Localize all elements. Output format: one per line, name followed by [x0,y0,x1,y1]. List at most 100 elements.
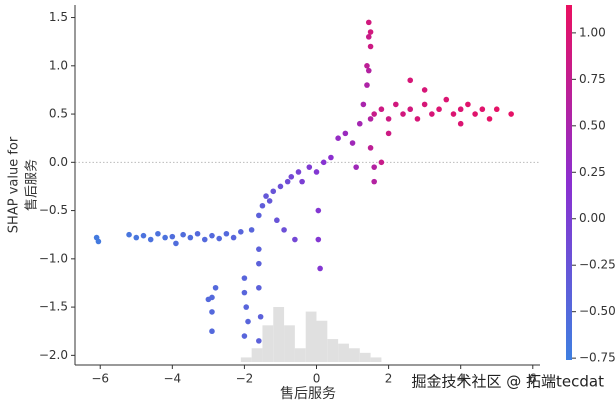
point [400,111,406,117]
point [223,230,230,237]
point [238,229,244,235]
watermark: 掘金技术社区 @ 拓端tecdat [412,373,605,391]
point [315,207,322,214]
point [180,231,186,238]
point [486,116,493,122]
colorbar-tick-label: 0.50 [579,118,606,132]
histogram-bar [284,325,295,362]
point [450,111,457,117]
histogram-bar [348,348,360,362]
point [155,230,161,237]
point [407,77,414,84]
y-axis-label: SHAP value for [7,136,22,233]
point [263,193,269,199]
point [443,96,450,103]
point [457,120,464,127]
point [365,19,372,26]
point [209,328,215,335]
histogram-bar [327,339,339,362]
point [256,338,262,344]
point [194,230,201,237]
y-tick-label: 1.5 [49,10,68,24]
x-tick-label: 6 [529,372,537,386]
point [248,227,255,233]
x-tick-label: −4 [163,372,181,386]
point [95,238,102,245]
point [349,140,356,146]
point [371,111,377,117]
point [429,111,435,117]
point [256,212,262,219]
point [371,178,377,185]
point [479,106,486,113]
point [284,178,291,185]
point [299,178,305,185]
x-tick-label: −2 [236,372,254,386]
y-tick-label: −2.0 [39,348,68,362]
histogram-bar [262,325,274,362]
histogram-bar [273,307,285,362]
colorbar-tick-label: −0.50 [579,304,616,318]
point [257,313,264,320]
point [342,130,349,137]
point [281,227,287,233]
point [245,318,251,325]
histogram-bar [305,311,317,362]
point [360,101,367,108]
point [313,169,320,175]
point [169,233,176,240]
point [364,63,370,69]
point [364,82,370,88]
x-tick-label: −6 [91,372,109,386]
point [209,309,215,315]
histogram-bar [294,348,306,362]
point [256,260,262,267]
point [407,106,414,113]
histogram-bar [251,348,263,362]
point [266,198,273,204]
point [367,29,374,35]
x-tick-label: 2 [385,372,393,386]
point [385,130,392,137]
point [465,101,471,108]
point [256,246,262,252]
point [259,202,266,209]
point [328,154,334,161]
point [472,111,478,117]
colorbar-tick-label: 0.00 [579,211,606,225]
point [274,217,280,224]
point [241,275,248,281]
point [241,289,248,296]
colorbar-tick-label: 1.00 [579,25,606,39]
point [288,173,295,180]
x-axis-label: 售后服务 [280,386,336,402]
y-tick-label: −0.5 [39,203,68,217]
point [187,234,194,241]
colorbar-tick-label: 0.75 [579,72,606,86]
point [378,106,385,113]
point [256,284,262,291]
point [295,169,302,175]
point [421,87,428,93]
x-tick-label: 4 [457,372,465,386]
point [317,265,323,272]
point [205,296,212,303]
point [147,236,154,243]
point [353,164,359,170]
point [356,120,363,127]
point [378,159,385,166]
histogram-bar [338,343,349,362]
colorbar [566,5,572,360]
point [126,231,132,238]
point [140,232,147,239]
point [241,333,248,339]
point [270,188,277,195]
y-tick-label: −1.0 [39,251,68,265]
point [243,304,250,310]
point [209,232,215,239]
point [320,159,327,166]
point [216,235,222,242]
point [367,145,374,151]
y-tick-label: 0.0 [49,155,68,169]
